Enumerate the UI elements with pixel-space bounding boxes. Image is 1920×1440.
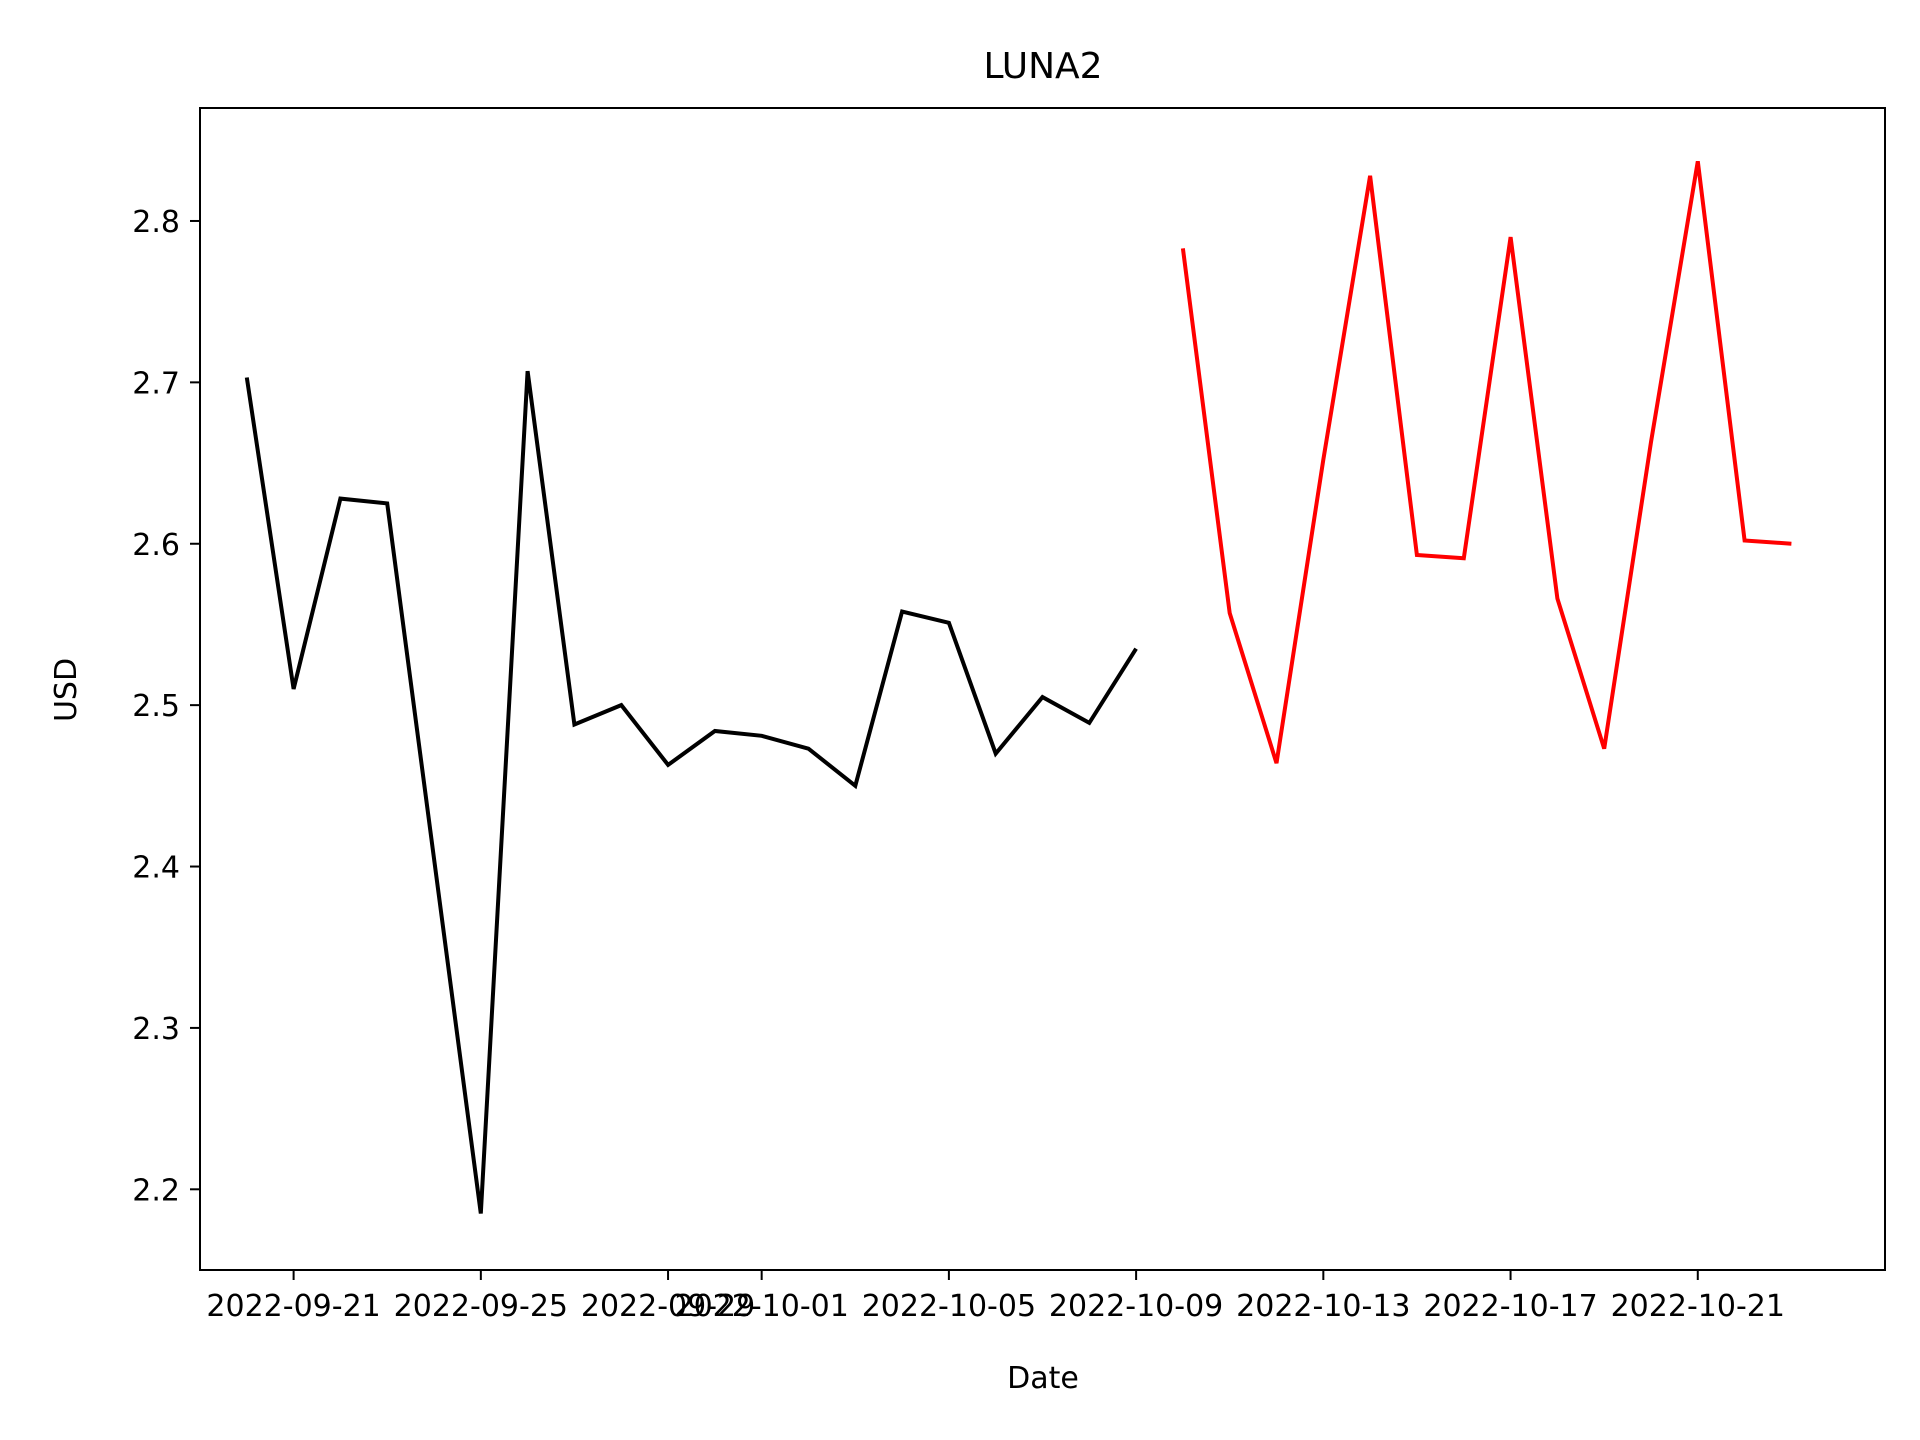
x-tick-label: 2022-10-17 — [1423, 1289, 1597, 1324]
x-axis: 2022-09-21 2022-09-25 2022-09-292022-10-01… — [206, 1270, 1785, 1324]
y-axis-title: USD — [49, 658, 84, 722]
y-tick-label: 2.3 — [132, 1012, 180, 1047]
chart-title: LUNA2 — [983, 46, 1102, 87]
x-tick-label: 2022-10-21 — [1611, 1289, 1785, 1324]
series-line-1 — [1180, 160, 1792, 764]
plot-area — [199, 107, 1886, 1271]
x-tick-label: 2022-10-09 — [1049, 1289, 1223, 1324]
series-line-0 — [244, 370, 1138, 1214]
x-tick-label: 2022-09-25 — [394, 1289, 568, 1324]
x-tick-label: 2022-09-29 — [581, 1289, 755, 1324]
x-tick-label: 2022-10-05 — [862, 1289, 1036, 1324]
y-tick-label: 2.6 — [132, 528, 180, 563]
y-tick-label: 2.5 — [132, 689, 180, 724]
y-tick-label: 2.4 — [132, 851, 180, 886]
x-axis-title: Date — [1007, 1361, 1079, 1396]
x-tick-label: 2022-10-13 — [1236, 1289, 1410, 1324]
y-tick-label: 2.8 — [132, 205, 180, 240]
y-tick-label: 2.7 — [132, 366, 180, 401]
series-layer — [244, 160, 1792, 1214]
y-tick-label: 2.2 — [132, 1173, 180, 1208]
x-tick-label: 2022-09-21 — [206, 1289, 380, 1324]
y-axis: 2.2 2.3 2.4 2.5 2.6 2.7 2.8 — [132, 205, 200, 1208]
x-tick-label: 2022-10-01 — [674, 1289, 848, 1324]
